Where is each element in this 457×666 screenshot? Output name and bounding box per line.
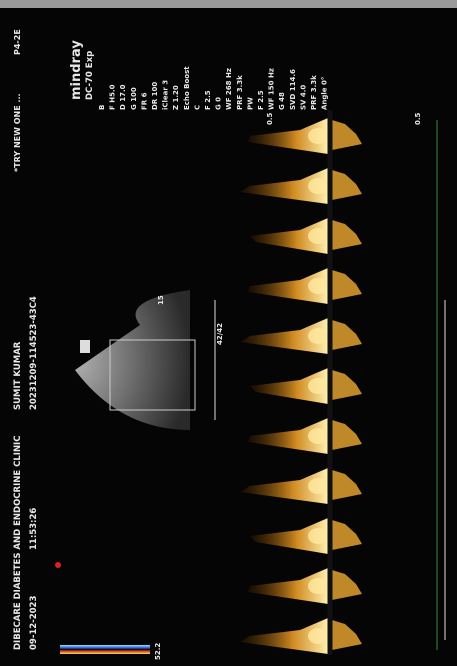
param: FR 6 (140, 92, 148, 110)
param: F 2.5 (204, 90, 212, 110)
preset: *TRY NEW ONE ... (13, 93, 22, 172)
exam-id: 20231209-114523-43C4 (29, 296, 39, 410)
param: Angle 0° (321, 77, 329, 110)
diastolic-flow (332, 370, 362, 400)
param: WF 150 Hz (268, 68, 276, 110)
diastolic-flow (332, 220, 362, 250)
color-box (109, 339, 196, 411)
bright-core (308, 478, 328, 494)
bright-core (308, 228, 328, 244)
param: F H5.0 (109, 84, 117, 110)
model: DC-70 Exp (85, 51, 95, 100)
clinic: DIBECARE DIABETES AND ENDOCRINE CLINIC (13, 436, 23, 650)
systolic-peak (240, 168, 328, 204)
systolic-peak (248, 268, 328, 304)
sector-image (75, 290, 190, 430)
diastolic-flow (332, 170, 362, 200)
systolic-peak (240, 318, 328, 354)
param: PW (246, 97, 254, 110)
param: B (98, 105, 106, 110)
param: DR 100 (151, 82, 159, 110)
diastolic-flow (332, 120, 362, 150)
systolic-peak (248, 418, 328, 454)
param: Z 1.20 (172, 85, 180, 110)
bright-core (308, 528, 328, 544)
frame-edge (0, 0, 457, 8)
param: G 100 (130, 87, 138, 110)
bright-core (308, 328, 328, 344)
bright-core (308, 128, 328, 144)
param: F 2.5 (257, 90, 265, 110)
scale-bottom: 0.5 (414, 112, 422, 125)
probe-marker (80, 340, 90, 353)
param: SVD 114.6 (289, 69, 297, 110)
diastolic-flow (332, 620, 362, 650)
param: SV 4.0 (299, 85, 307, 110)
systolic-peak (250, 218, 328, 254)
color-bar (60, 645, 150, 654)
bright-core (308, 628, 328, 644)
patient: SUMIT KUMAR (13, 341, 23, 410)
diastolic-flow (332, 420, 362, 450)
param: G 48 (278, 92, 286, 110)
probe: P4-2E (13, 29, 22, 55)
systolic-peak (250, 368, 328, 404)
param: D 17.0 (119, 84, 127, 110)
systolic-peak (250, 518, 328, 554)
status-dot (55, 562, 61, 568)
param: PRF 3.3k (236, 75, 244, 110)
param: WF 268 Hz (225, 68, 233, 110)
param: G 0 (215, 97, 223, 110)
systolic-peak (240, 618, 328, 654)
param: C (193, 105, 201, 110)
systolic-peak (240, 468, 328, 504)
sector-depth: 15 (157, 295, 165, 305)
diastolic-flow (332, 470, 362, 500)
param: PRF 3.3k (310, 75, 318, 110)
diastolic-flow (332, 570, 362, 600)
bright-core (308, 178, 328, 194)
param: Echo Boost (183, 66, 191, 110)
systolic-peak (248, 568, 328, 604)
doppler-spectrum (240, 118, 362, 654)
bright-core (308, 278, 328, 294)
param: iClear 3 (162, 80, 170, 110)
time: 11:53:26 (29, 508, 39, 550)
diastolic-flow (332, 320, 362, 350)
bright-core (308, 378, 328, 394)
sv-depth: 42/42 (216, 323, 224, 345)
bright-core (308, 428, 328, 444)
brand: mindray (69, 40, 84, 100)
color-max: 52.2 (154, 643, 162, 660)
systolic-peak (248, 118, 328, 154)
date: 09-12-2023 (29, 596, 39, 650)
bright-core (308, 578, 328, 594)
scale-top: 0.5 (266, 112, 274, 125)
diastolic-flow (332, 270, 362, 300)
diastolic-flow (332, 520, 362, 550)
